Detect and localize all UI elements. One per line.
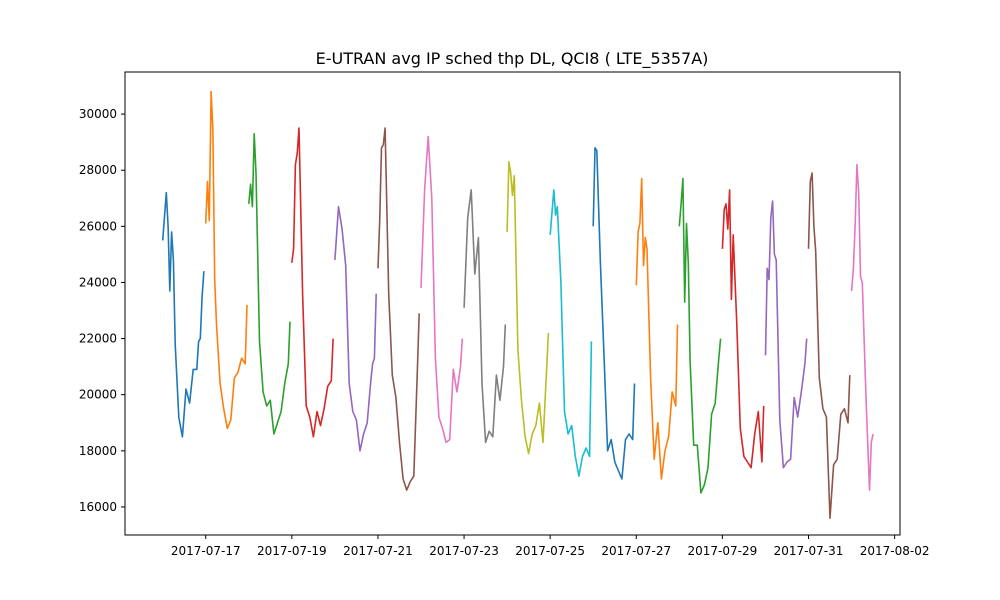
x-axis: 2017-07-17 2017-07-19 2017-07-21 2017-07-23… (171, 535, 930, 558)
plot-frame (124, 71, 901, 536)
series-line-7 (420, 135, 464, 444)
chart-title: E-UTRAN avg IP sched thp DL, QCI8 ( LTE_… (316, 49, 709, 69)
series-line-15 (764, 200, 808, 469)
series-line-16 (807, 172, 851, 520)
x-tick-label: 2017-07-17 (171, 544, 241, 558)
series-line-3 (248, 132, 291, 435)
x-tick-label: 2017-07-23 (429, 544, 499, 558)
series-line-6 (377, 127, 420, 491)
series-line-13 (678, 177, 722, 494)
x-tick-label: 2017-07-21 (343, 544, 413, 558)
series-line-1 (161, 191, 205, 438)
x-tick-label: 2017-08-02 (860, 544, 930, 558)
y-tick-label: 30000 (79, 107, 117, 121)
x-tick-label: 2017-07-25 (515, 544, 585, 558)
y-tick-label: 18000 (79, 444, 117, 458)
plot-lines (161, 90, 874, 520)
y-tick-label: 24000 (79, 275, 117, 289)
y-tick-label: 16000 (79, 500, 117, 514)
series-line-4 (291, 127, 334, 438)
series-line-14 (721, 189, 765, 469)
series-line-8 (463, 189, 507, 444)
y-tick-label: 22000 (79, 332, 117, 346)
y-tick-label: 26000 (79, 219, 117, 233)
y-tick-label: 28000 (79, 163, 117, 177)
series-line-17 (850, 163, 874, 491)
x-tick-label: 2017-07-31 (774, 544, 844, 558)
series-line-5 (334, 205, 377, 452)
series-line-9 (506, 161, 550, 455)
series-line-2 (204, 90, 248, 430)
series-line-10 (549, 189, 593, 477)
series-line-11 (592, 147, 636, 480)
y-tick-label: 20000 (79, 388, 117, 402)
x-tick-label: 2017-07-27 (601, 544, 671, 558)
x-tick-label: 2017-07-19 (257, 544, 327, 558)
series-line-12 (635, 177, 679, 480)
y-axis: 16000 18000 20000 22000 24000 26000 28000 30000 (79, 107, 125, 514)
x-tick-label: 2017-07-29 (688, 544, 758, 558)
